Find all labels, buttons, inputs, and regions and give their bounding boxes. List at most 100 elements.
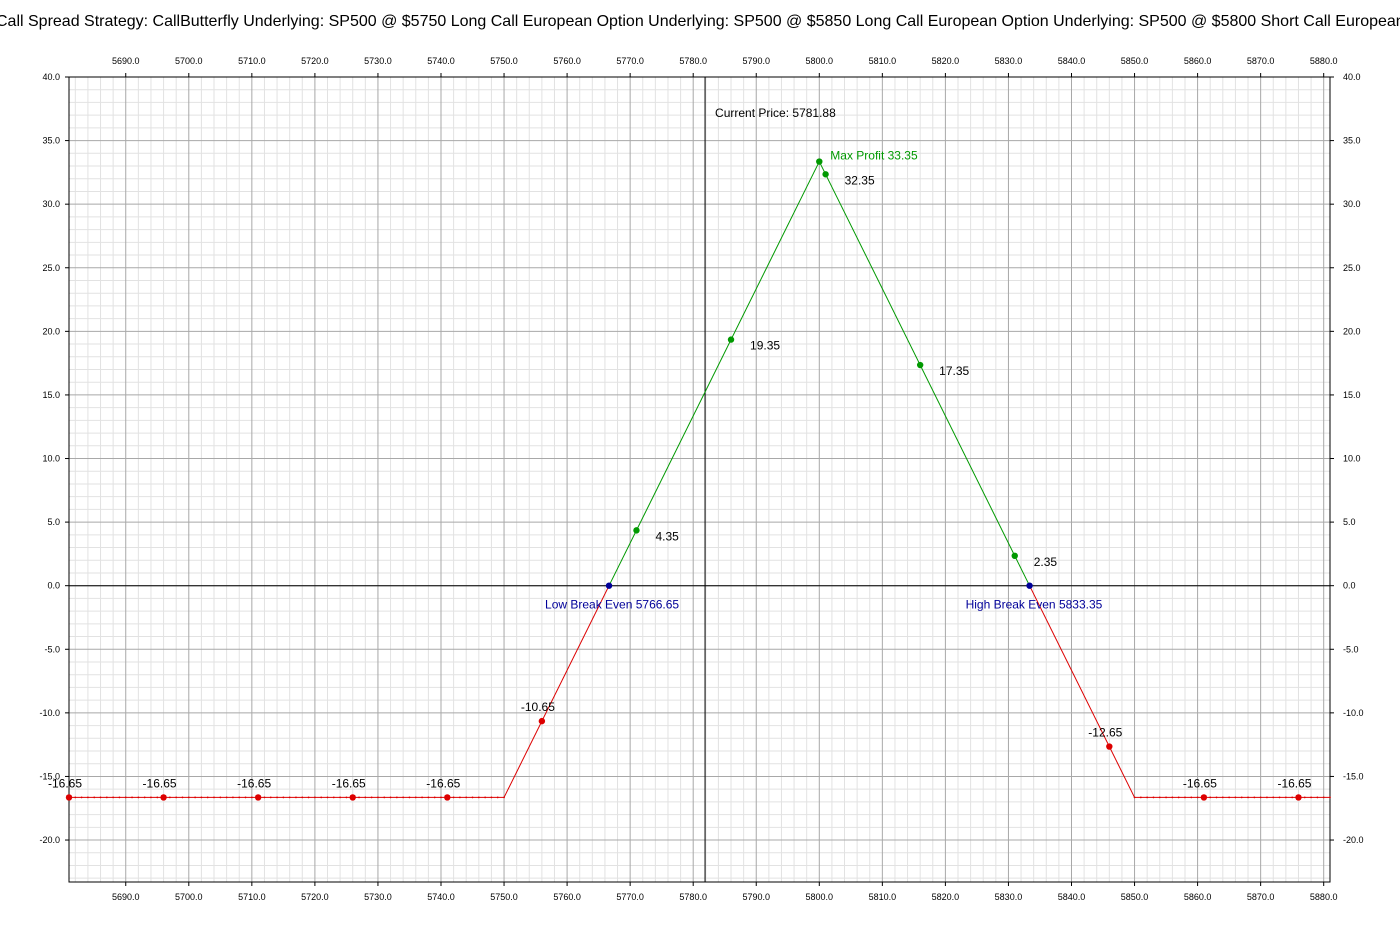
x-tick-label-top: 5780.0 — [679, 56, 707, 66]
payoff-sample-dot — [1165, 796, 1167, 799]
y-tick-label-left: -10.0 — [39, 708, 60, 718]
x-tick-label-top: 5820.0 — [932, 56, 960, 66]
payoff-sample-dot — [1240, 796, 1243, 799]
payoff-sample-dot — [364, 796, 367, 799]
x-tick-label-top: 5690.0 — [112, 56, 140, 66]
payoff-point — [633, 527, 640, 534]
y-tick-label-right: 35.0 — [1343, 136, 1361, 146]
payoff-segment — [503, 585, 610, 798]
y-tick-label-left: 15.0 — [42, 390, 60, 400]
y-tick-label-right: -5.0 — [1343, 644, 1359, 654]
y-tick-label-right: 40.0 — [1343, 72, 1361, 82]
y-tick-label-left: 25.0 — [42, 263, 60, 273]
x-tick-label-bottom: 5850.0 — [1121, 892, 1149, 902]
x-tick-label-bottom: 5720.0 — [301, 892, 329, 902]
payoff-sample-dot — [1316, 796, 1319, 799]
payoff-sample-dot — [1278, 796, 1281, 799]
payoff-sample-dot — [1310, 796, 1312, 799]
payoff-sample-dot — [1139, 796, 1142, 799]
y-tick-label-left: 30.0 — [42, 199, 60, 209]
payoff-sample-dot — [276, 796, 278, 799]
payoff-sample-dot — [269, 796, 272, 799]
payoff-point — [916, 361, 924, 369]
x-tick-label-top: 5770.0 — [616, 56, 644, 66]
payoff-sample-dot — [238, 796, 241, 799]
payoff-sample-dot — [1322, 796, 1325, 799]
y-tick-label-right: 30.0 — [1343, 199, 1361, 209]
y-tick-label-left: -15.0 — [39, 771, 60, 781]
payoff-sample-dot — [1146, 796, 1149, 799]
point-label: -10.65 — [521, 700, 555, 714]
payoff-sample-dot — [1184, 796, 1186, 799]
payoff-point — [1011, 552, 1018, 560]
payoff-point — [160, 794, 167, 801]
payoff-sample-dot — [156, 796, 159, 799]
payoff-sample-dot — [339, 796, 342, 799]
payoff-sample-dot — [118, 796, 121, 799]
y-tick-label-right: 0.0 — [1343, 581, 1356, 591]
payoff-sample-dot — [440, 796, 442, 799]
payoff-sample-dot — [137, 796, 140, 799]
payoff-sample-dot — [282, 796, 285, 799]
payoff-sample-dot — [421, 796, 423, 799]
payoff-sample-dot — [370, 796, 373, 799]
y-tick-label-right: -10.0 — [1343, 708, 1364, 718]
payoff-sample-dot — [124, 796, 127, 799]
payoff-sample-dot — [295, 796, 297, 799]
payoff-point — [1106, 743, 1113, 750]
payoff-sample-dot — [168, 796, 171, 799]
payoff-sample-dot — [1171, 796, 1174, 799]
payoff-sample-dot — [1215, 796, 1218, 799]
plot-frame — [68, 76, 1331, 883]
x-tick-label-bottom: 5690.0 — [112, 892, 140, 902]
x-tick-label-top: 5830.0 — [995, 56, 1023, 66]
y-tick-label-left: 20.0 — [42, 326, 60, 336]
payoff-sample-dot — [313, 796, 316, 799]
x-tick-label-bottom: 5840.0 — [1058, 892, 1086, 902]
payoff-sample-dot — [471, 796, 474, 799]
payoff-sample-dot — [187, 796, 190, 799]
x-tick-label-top: 5810.0 — [869, 56, 897, 66]
x-tick-label-bottom: 5810.0 — [869, 892, 897, 902]
payoff-sample-dot — [452, 796, 455, 799]
x-tick-label-bottom: 5760.0 — [553, 892, 581, 902]
x-tick-label-bottom: 5790.0 — [742, 892, 770, 902]
payoff-sample-dot — [1291, 796, 1294, 799]
x-tick-label-top: 5840.0 — [1058, 56, 1086, 66]
y-tick-label-left: 40.0 — [42, 72, 60, 82]
point-label: -16.65 — [237, 776, 271, 790]
point-label: -12.65 — [1088, 726, 1122, 740]
payoff-sample-dot — [301, 796, 304, 799]
point-label: 2.35 — [1034, 555, 1058, 569]
payoff-sample-dot — [1228, 796, 1231, 799]
x-tick-label-top: 5740.0 — [427, 56, 455, 66]
payoff-sample-dot — [80, 796, 83, 799]
x-tick-label-bottom: 5860.0 — [1184, 892, 1212, 902]
payoff-point — [727, 336, 735, 343]
payoff-sample-dot — [484, 796, 487, 799]
payoff-point — [254, 794, 262, 801]
x-tick-label-bottom: 5710.0 — [238, 892, 266, 902]
y-tick-label-left: 5.0 — [47, 517, 60, 527]
plot-area — [69, 77, 1330, 882]
chart-title: Call Spread Strategy: CallButterfly Unde… — [0, 13, 1400, 30]
payoff-sample-dot — [1177, 796, 1180, 799]
payoff-sample-dot — [93, 796, 96, 799]
payoff-sample-dot — [503, 796, 505, 799]
payoff-sample-dot — [433, 796, 436, 799]
payoff-sample-dot — [1272, 796, 1275, 799]
payoff-sample-dot — [496, 796, 499, 799]
payoff-sample-dot — [87, 796, 89, 799]
payoff-sample-dot — [345, 796, 348, 799]
payoff-sample-dot — [389, 796, 392, 799]
point-label: 4.35 — [655, 529, 679, 543]
payoff-sample-dot — [175, 796, 178, 799]
y-tick-label-right: -20.0 — [1343, 835, 1364, 845]
payoff-sample-dot — [1266, 796, 1268, 799]
y-tick-label-right: -15.0 — [1343, 771, 1364, 781]
x-tick-label-top: 5850.0 — [1121, 56, 1149, 66]
x-tick-label-top: 5760.0 — [553, 56, 581, 66]
payoff-sample-dot — [1152, 796, 1155, 799]
point-label: -16.65 — [332, 776, 366, 790]
